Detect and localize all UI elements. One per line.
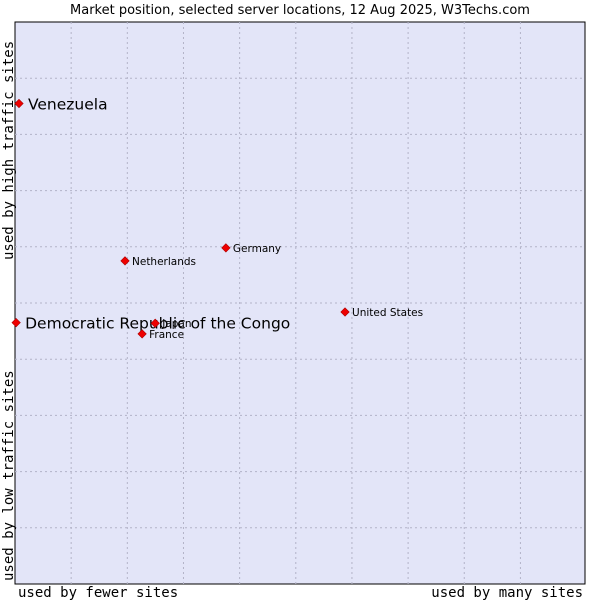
chart-title: Market position, selected server locatio…: [70, 3, 530, 18]
data-point-label: Japan: [161, 318, 191, 330]
x-axis-label-low: used by fewer sites: [18, 585, 178, 600]
grid-lines: [15, 22, 585, 584]
x-axis-label-high: used by many sites: [431, 585, 583, 600]
data-point-marker: [221, 243, 231, 253]
data-point-marker: [14, 98, 24, 109]
data-point-marker: [137, 329, 147, 339]
data-point-marker: [340, 307, 350, 317]
data-point-marker: [150, 318, 160, 328]
y-axis-label-high: used by high traffic sites: [1, 41, 17, 260]
data-point-marker: [11, 318, 21, 328]
data-point-label: France: [149, 329, 184, 341]
data-point-label: United States: [352, 307, 423, 319]
data-point-label: Netherlands: [132, 256, 196, 268]
y-axis-label-low: used by low traffic sites: [1, 370, 17, 581]
data-point-marker: [120, 256, 130, 266]
data-point-label: Venezuela: [28, 95, 108, 113]
data-point-label: Germany: [233, 243, 281, 255]
